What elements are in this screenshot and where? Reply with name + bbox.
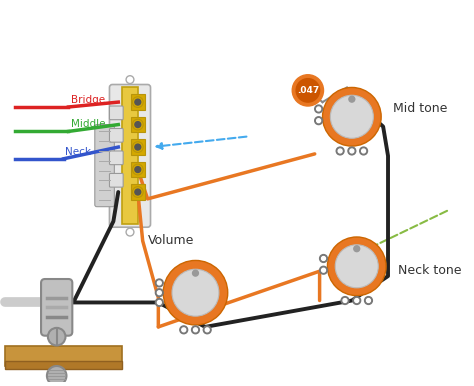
FancyBboxPatch shape [109, 151, 123, 165]
Circle shape [155, 298, 163, 306]
Text: .047: .047 [297, 86, 319, 95]
Circle shape [135, 99, 141, 105]
FancyBboxPatch shape [109, 106, 123, 120]
Circle shape [193, 328, 198, 332]
Circle shape [319, 255, 328, 262]
Circle shape [132, 187, 143, 197]
Circle shape [163, 261, 228, 325]
Circle shape [132, 142, 143, 152]
Circle shape [366, 298, 370, 303]
Bar [5, 347, 122, 366]
Bar [131, 162, 145, 177]
Circle shape [155, 289, 163, 296]
Circle shape [296, 79, 319, 102]
Circle shape [157, 301, 161, 305]
Circle shape [132, 97, 143, 107]
Circle shape [365, 296, 373, 305]
FancyBboxPatch shape [41, 279, 73, 336]
Circle shape [180, 326, 188, 334]
Circle shape [135, 189, 141, 195]
Circle shape [348, 147, 356, 155]
FancyBboxPatch shape [109, 173, 123, 187]
Bar [131, 139, 145, 155]
Circle shape [48, 328, 65, 345]
Circle shape [354, 246, 360, 252]
Bar [122, 88, 138, 224]
Circle shape [157, 291, 161, 295]
Circle shape [336, 147, 344, 155]
FancyBboxPatch shape [109, 85, 151, 227]
Circle shape [292, 75, 324, 106]
Circle shape [126, 76, 134, 83]
Circle shape [315, 105, 322, 113]
Circle shape [341, 296, 349, 305]
Circle shape [126, 228, 134, 236]
Circle shape [321, 257, 326, 261]
Circle shape [362, 149, 365, 153]
Circle shape [132, 164, 143, 175]
Circle shape [47, 366, 66, 386]
Circle shape [315, 117, 322, 125]
Circle shape [135, 167, 141, 173]
Text: Bridge: Bridge [72, 95, 106, 105]
Circle shape [192, 270, 199, 276]
Circle shape [322, 88, 381, 146]
Circle shape [353, 296, 361, 305]
Circle shape [172, 269, 219, 316]
Circle shape [205, 328, 209, 332]
Circle shape [355, 298, 359, 303]
Text: Neck tone: Neck tone [398, 264, 461, 277]
Circle shape [317, 107, 320, 111]
Circle shape [132, 119, 143, 130]
Circle shape [321, 268, 326, 272]
Circle shape [328, 237, 386, 296]
Circle shape [135, 122, 141, 127]
Circle shape [317, 119, 320, 123]
Circle shape [191, 326, 200, 334]
Circle shape [135, 144, 141, 150]
Circle shape [319, 266, 328, 274]
Text: Middle: Middle [72, 120, 106, 129]
Circle shape [343, 298, 347, 303]
Circle shape [360, 147, 367, 155]
Circle shape [182, 328, 186, 332]
FancyBboxPatch shape [109, 129, 123, 142]
Circle shape [338, 149, 342, 153]
Text: Mid tone: Mid tone [393, 102, 447, 115]
Circle shape [349, 96, 355, 102]
Text: Neck: Neck [65, 147, 91, 157]
Circle shape [157, 281, 161, 285]
Circle shape [335, 245, 378, 288]
Text: Volume: Volume [148, 234, 194, 247]
Bar [131, 117, 145, 132]
FancyBboxPatch shape [95, 125, 114, 207]
Bar [131, 94, 145, 110]
Circle shape [203, 326, 211, 334]
Circle shape [330, 95, 374, 138]
Circle shape [350, 149, 354, 153]
Circle shape [155, 279, 163, 287]
Bar [5, 361, 122, 369]
Bar [131, 184, 145, 200]
